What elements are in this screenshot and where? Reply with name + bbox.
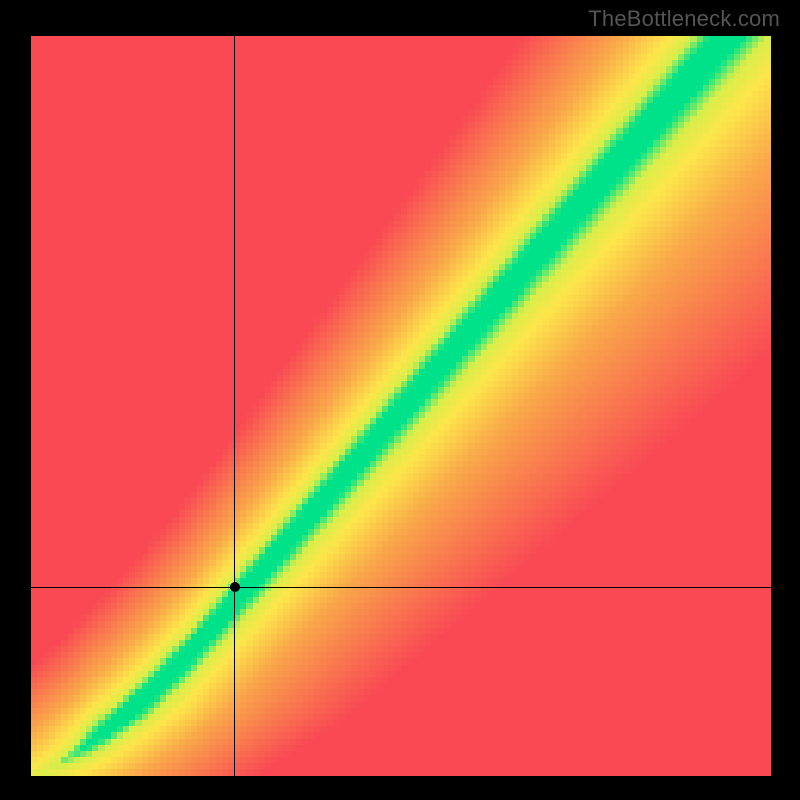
crosshair-vertical xyxy=(234,36,235,776)
watermark-text: TheBottleneck.com xyxy=(588,6,780,32)
chart-container: TheBottleneck.com xyxy=(0,0,800,800)
crosshair-horizontal xyxy=(31,587,771,588)
heatmap-plot xyxy=(31,36,771,776)
crosshair-marker xyxy=(230,582,240,592)
heatmap-canvas xyxy=(31,36,771,776)
